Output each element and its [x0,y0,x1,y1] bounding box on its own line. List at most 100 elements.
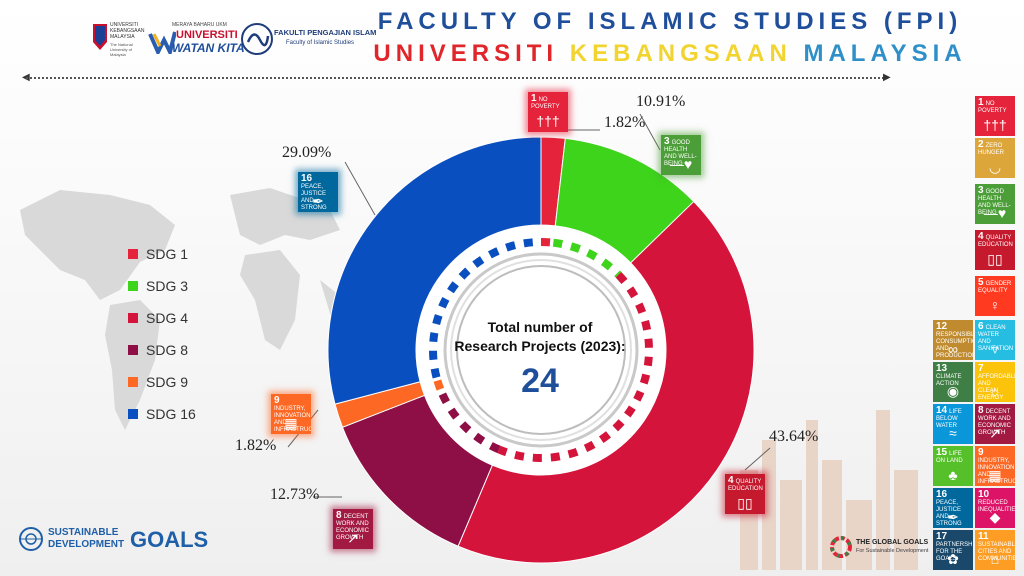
tile-number: 16 [936,489,948,500]
center-label: Total number of Research Projects (2023)… [445,318,635,356]
sdg-logo-goals: GOALS [130,527,209,552]
dashed-ring-segment [429,238,542,379]
fpi-calligraphy-icon [241,23,273,55]
ukm-logo-subtext: The National University of Malaysia [110,42,133,57]
tile-text: AFFORDABLE AND CLEAN ENERGY [978,374,1015,401]
tile-glyph: ⌂ [990,551,1000,567]
legend-item-sdg-9: SDG 9 [128,366,238,398]
tile-glyph: ≈ [949,425,957,441]
sidebar-sdg-2-icon: 2 ZERO HUNGER ◡ [975,138,1015,178]
legend-item-sdg-1: SDG 1 [128,238,238,270]
global-goals-line2: For Sustainable Development [856,548,929,554]
tile-text: LIFE BELOW WATER [936,409,962,429]
tile-text: DECENT WORK AND ECONOMIC GROWTH [978,409,1011,436]
divider-arrow-left-icon: ◀ [22,72,30,83]
dashed-ring-segment [436,387,501,454]
legend-item-sdg-16: SDG 16 [128,398,238,430]
sidebar-sdg-4-icon: 4 QUALITY EDUCATION ▯▯ [975,230,1015,270]
pct-label-sdg-1: 1.82% [604,114,646,131]
legend-label: SDG 8 [146,342,189,358]
tile-text: NO POVERTY [531,97,560,110]
legend-swatch [128,281,138,291]
tile-number: 10 [978,489,990,500]
leader-sdg-3 [639,113,661,151]
fpi-logo-sub: Faculty of Islamic Studies [286,40,355,46]
tile-number: 2 [978,139,984,150]
sidebar-sdg-9-icon: 9INDUSTRY, INNOVATION AND INFRASTRUCTURE… [975,446,1015,486]
wk-main-line1: UNIVERSITI [176,29,238,41]
tile-number: 14 [936,405,948,416]
tile-number: 4 [978,231,984,242]
un-emblem-icon [19,527,43,551]
tile-text: REDUCED INEQUALITIES [978,500,1015,513]
global-goals-wheel-icon [830,536,852,558]
subtitle-word-kebangsaan: KEBANGSAAN [569,40,792,67]
fpi-logo-main: FAKULTI PENGAJIAN ISLAM [274,28,377,37]
sidebar-sdg-3-icon: 3 GOOD HEALTH AND WELL-BEING —♥ [975,184,1015,224]
legend-label: SDG 16 [146,406,196,422]
wk-top-text: MERAYA BAHARU UKM [172,22,227,28]
tile-glyph: ♀ [989,297,1001,313]
pct-label-sdg-16: 29.09% [282,144,332,161]
tile-text: QUALITY EDUCATION [728,479,763,492]
tile-text: QUALITY EDUCATION [978,235,1013,248]
tile-glyph: ☼ [988,383,1002,399]
tile-text: CLIMATE ACTION [936,374,962,387]
legend-item-sdg-8: SDG 8 [128,334,238,366]
legend-swatch [128,345,138,355]
dashed-ring-segment [552,238,622,278]
tile-text: GOOD HEALTH AND WELL-BEING [664,140,697,167]
tile-number: 9 [274,395,280,406]
sidebar-sdg-12-icon: 12RESPONSIBLE CONSUMPTION AND PRODUCTION… [933,320,973,360]
tile-text: INDUSTRY, INNOVATION AND INFRASTRUCTURE [274,406,311,433]
tile-glyph: ▯▯ [737,495,753,511]
sidebar-sdg-15-icon: 15 LIFE ON LAND ♣ [933,446,973,486]
legend-label: SDG 3 [146,278,189,294]
silver-ring-1 [450,259,632,441]
tile-number: 3 [664,136,670,147]
center-label-line1: Total number of [487,319,593,335]
center-label-line2: Research Projects (2023): [454,338,626,354]
tile-number: 8 [978,405,984,416]
ukm-logo: UNIVERSITI KEBANGSAAN MALAYSIA The Natio… [90,20,144,58]
tile-number: 5 [978,277,984,288]
tile-number: 12 [936,321,948,332]
tile-text: GOOD HEALTH AND WELL-BEING [978,189,1011,216]
tile-text: GENDER EQUALITY [978,281,1012,294]
tile-glyph: ▦ [988,467,1002,483]
tile-glyph: ✒ [947,509,959,525]
tile-text: PEACE, JUSTICE AND STRONG INSTITUTIONS [936,500,962,527]
chart-legend: SDG 1 SDG 3 SDG 4 SDG 8 SDG 9 SDG 16 [128,238,238,430]
legend-swatch [128,313,138,323]
tile-glyph: ††† [536,113,560,129]
legend-label: SDG 4 [146,310,189,326]
legend-label: SDG 1 [146,246,189,262]
chart-sdg-8-icon: 8 DECENT WORK AND ECONOMIC GROWTH ↗ [333,509,373,549]
tile-glyph: ◡ [988,159,1002,175]
ukm-crest-icon [93,24,107,50]
tile-text: PARTNERSHIPS FOR THE GOALS [936,542,973,562]
legend-item-sdg-3: SDG 3 [128,270,238,302]
legend-label: SDG 9 [146,374,189,390]
tile-glyph: ✿ [947,551,959,567]
header-divider [26,77,888,79]
sidebar-sdg-5-icon: 5 GENDER EQUALITY ♀ [975,276,1015,316]
chart-sdg-9-icon: 9INDUSTRY, INNOVATION AND INFRASTRUCTURE… [271,394,311,434]
tile-glyph: ↗ [989,425,1001,441]
sdg-logo-line2: DEVELOPMENT [48,539,125,550]
pct-label-sdg-9: 1.82% [235,437,277,454]
legend-swatch [128,409,138,419]
leader-sdg-4 [744,447,771,471]
sidebar-sdg-16-icon: 16PEACE, JUSTICE AND STRONG INSTITUTIONS… [933,488,973,528]
tile-glyph: ↗ [347,530,359,546]
tile-number: 6 [978,321,984,332]
tile-glyph: ◆ [989,509,1001,525]
sidebar-sdg-8-icon: 8 DECENT WORK AND ECONOMIC GROWTH ↗ [975,404,1015,444]
divider-arrow-right-icon: ▶ [883,72,891,83]
dashed-ring-segment [432,376,445,391]
tile-text: RESPONSIBLE CONSUMPTION AND PRODUCTION [936,332,973,359]
pct-label-sdg-4: 43.64% [769,428,819,445]
tile-glyph: —♥ [983,205,1007,221]
tile-number: 4 [728,475,734,486]
